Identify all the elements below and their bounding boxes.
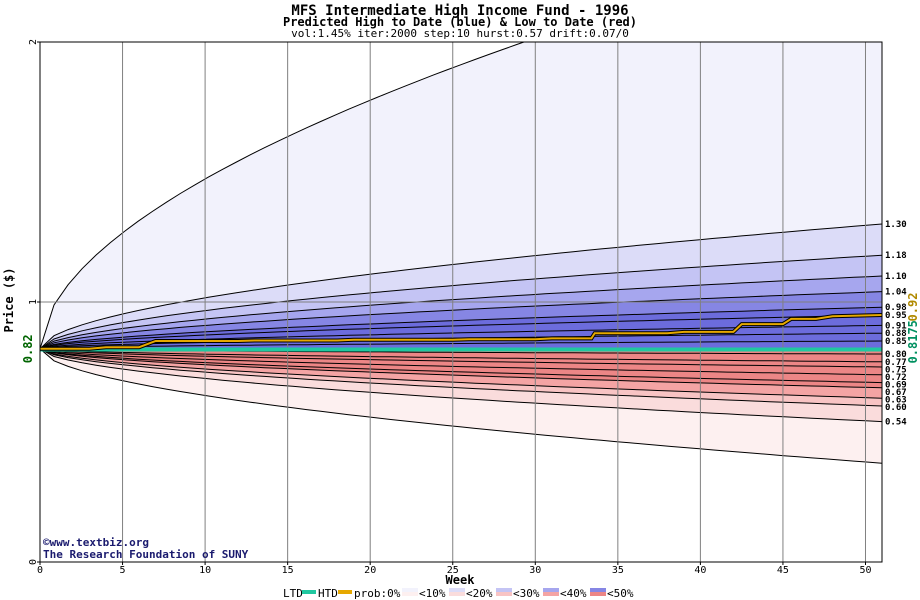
right-quantile-label: 0.98: [885, 303, 907, 313]
legend-item-label: <20%: [466, 587, 493, 600]
legend-swatch-blue: [590, 588, 606, 592]
chart-params: vol:1.45% iter:2000 step:10 hurst:0.57 d…: [291, 27, 629, 40]
credit-organization: The Research Foundation of SUNY: [43, 548, 249, 561]
legend-swatch-red: [496, 592, 512, 596]
legend-htd-label: HTD: [318, 587, 338, 600]
legend-swatch-red: [449, 592, 465, 596]
right-quantile-label: 0.63: [885, 395, 907, 405]
legend-swatch-red: [543, 592, 559, 596]
htd-line: [40, 314, 883, 350]
right-quantile-label: 0.54: [885, 418, 907, 428]
legend-swatch-blue: [449, 588, 465, 592]
probability-bands: [40, 42, 882, 464]
x-tick-label: 35: [612, 565, 624, 576]
right-quantile-label: 0.75: [885, 365, 907, 375]
current-value-label: 0.8175: [906, 320, 920, 363]
legend: LTD HTD prob:0% <10% <20% <30% <40% <50%: [283, 587, 634, 600]
legend-swatch-red: [590, 592, 606, 596]
x-tick-label: 5: [120, 565, 126, 576]
legend-ltd-swatch: [302, 590, 316, 594]
x-tick-label: 10: [199, 565, 211, 576]
legend-swatch-red: [402, 592, 418, 596]
legend-swatch-blue: [543, 588, 559, 592]
legend-htd-swatch: [338, 590, 352, 594]
credit-website: ©www.textbiz.org: [43, 536, 149, 549]
right-quantile-label: 0.77: [885, 358, 907, 368]
right-quantile-label: 0.91: [885, 321, 907, 331]
x-tick-label: 15: [282, 565, 294, 576]
y-axis-ticks: 0 1 2: [28, 39, 40, 565]
y-tick-label: 2: [28, 39, 39, 45]
right-quantile-label: 0.80: [885, 350, 907, 360]
right-quantile-label: 0.60: [885, 403, 907, 413]
legend-item-label: <40%: [560, 587, 587, 600]
x-tick-label: 40: [694, 565, 706, 576]
right-quantile-label: 1.30: [885, 220, 907, 230]
legend-item-label: <10%: [419, 587, 446, 600]
x-tick-label: 30: [529, 565, 541, 576]
right-quantile-label: 0.88: [885, 329, 907, 339]
quantile-lines: [40, 42, 882, 464]
y-tick-label: 1: [28, 299, 39, 305]
right-quantile-label: 0.85: [885, 337, 907, 347]
right-quantile-label: 0.72: [885, 373, 907, 383]
chart-subtitle: Predicted High to Date (blue) & Low to D…: [283, 15, 637, 29]
x-tick-label: 20: [364, 565, 376, 576]
x-tick-label: 25: [447, 565, 459, 576]
low-quantile-line-4: [40, 348, 882, 384]
x-axis-label: Week: [446, 573, 476, 587]
right-quantile-label: 1.04: [885, 288, 907, 298]
low-quantile-line-3: [40, 348, 882, 376]
x-axis-ticks: 0 5 10 15 20 25 30 35 40 45 50: [37, 562, 872, 576]
x-tick-label: 0: [37, 565, 43, 576]
current-value-label-2: 0.92: [906, 293, 920, 322]
low-band-edge-4: [40, 348, 882, 389]
start-price-label: 0.82: [21, 334, 35, 363]
legend-item-label: <30%: [513, 587, 540, 600]
high-band-edge-3: [40, 275, 882, 350]
high-band-edge-5: [40, 306, 882, 350]
low-band-edge-2: [40, 348, 882, 407]
high-band-edge-0: [40, 42, 526, 349]
right-quantile-labels: 1.30 1.18 1.10 1.04 0.980.950.910.880.85 0.80…: [885, 220, 907, 428]
right-quantile-label: 0.95: [885, 311, 907, 321]
legend-swatch-blue: [496, 588, 512, 592]
low-quantile-line-1: [40, 348, 882, 363]
series-lines: [40, 313, 883, 352]
gridlines: [40, 42, 882, 562]
legend-prob-label: prob:0%: [354, 587, 401, 600]
legend-swatch-blue: [402, 588, 418, 592]
y-axis-label: Price ($): [2, 267, 16, 332]
high-quantile-line-0: [40, 314, 882, 350]
low-quantile-line-2: [40, 348, 882, 368]
low-band-edge-3: [40, 348, 882, 399]
x-tick-label: 50: [859, 565, 871, 576]
low-band-edge-1: [40, 348, 882, 423]
high-band-edge-2: [40, 254, 882, 350]
y-tick-label: 0: [28, 559, 39, 565]
x-tick-label: 45: [777, 565, 789, 576]
right-quantile-label: 0.69: [885, 380, 907, 390]
right-quantile-label: 0.67: [885, 388, 907, 398]
legend-item-label: <50%: [607, 587, 634, 600]
right-quantile-label: 1.18: [885, 251, 907, 261]
high-band-edge-4: [40, 291, 882, 350]
low-band-edge-0: [40, 348, 882, 464]
right-quantile-label: 1.10: [885, 272, 907, 282]
chart-title: MFS Intermediate High Income Fund - 1996: [291, 3, 628, 19]
high-quantile-line-3: [40, 340, 882, 350]
legend-ltd-label: LTD: [283, 587, 303, 600]
